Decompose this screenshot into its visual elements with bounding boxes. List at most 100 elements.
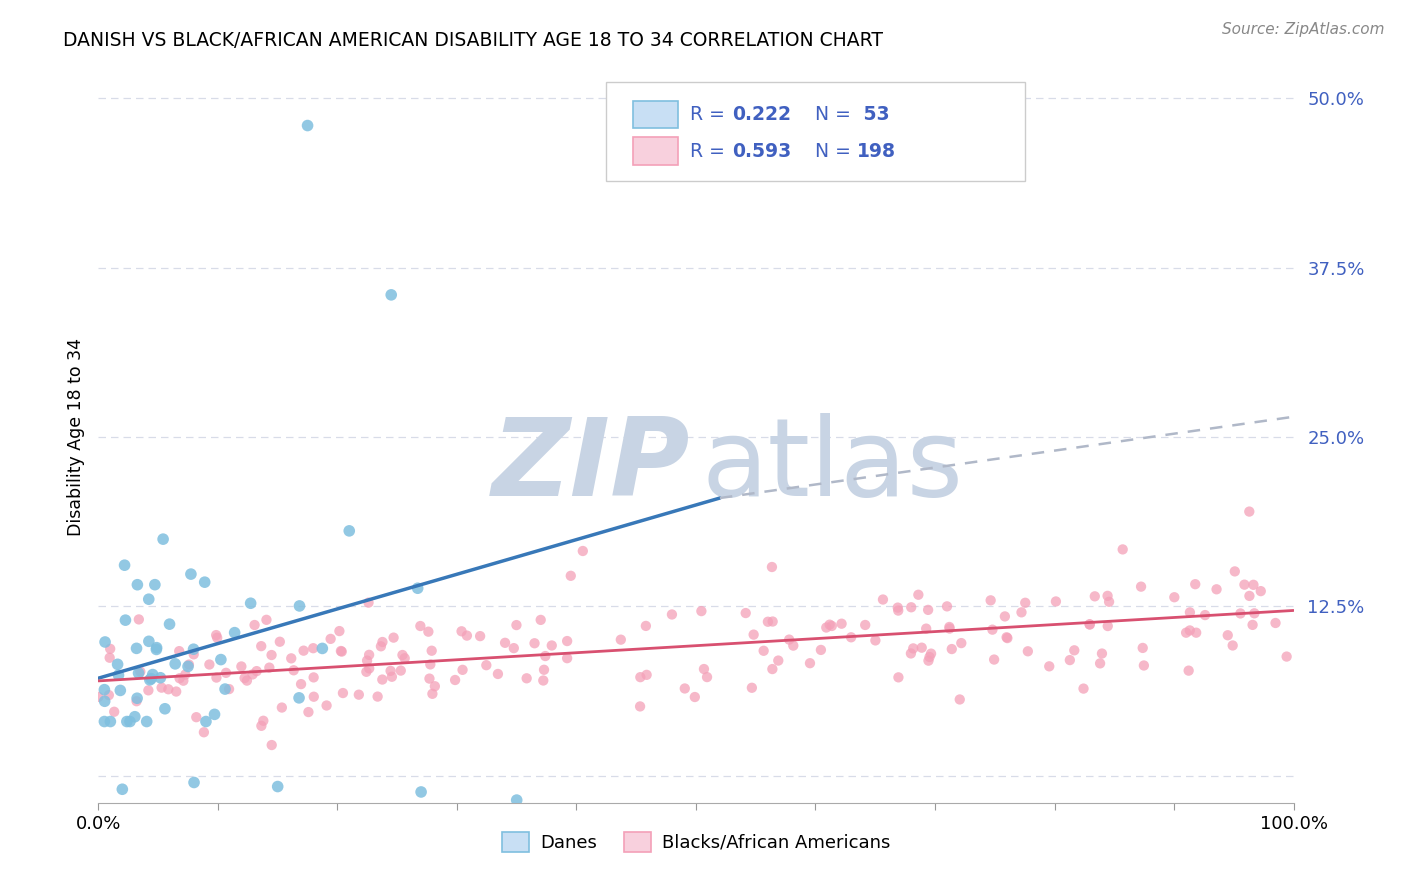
Point xyxy=(1112,542,1135,557)
Point xyxy=(693,662,716,676)
Point xyxy=(93,714,115,729)
Point xyxy=(782,639,804,653)
Point xyxy=(371,673,394,687)
Point xyxy=(94,635,117,649)
Point xyxy=(260,648,283,662)
Point xyxy=(752,644,775,658)
Point xyxy=(994,609,1017,624)
Point xyxy=(917,654,939,668)
Point xyxy=(531,673,554,688)
Point xyxy=(236,673,259,688)
Point xyxy=(145,642,167,657)
Point xyxy=(1078,617,1101,632)
Point xyxy=(138,683,160,698)
Point xyxy=(1084,590,1107,604)
Point xyxy=(949,692,972,706)
Point xyxy=(918,650,941,665)
Point xyxy=(183,648,205,662)
Text: R =: R = xyxy=(690,142,731,161)
Text: 53: 53 xyxy=(858,105,890,124)
Point xyxy=(205,671,228,685)
Point xyxy=(97,688,120,702)
Point xyxy=(423,679,446,693)
Point xyxy=(152,532,174,546)
Point xyxy=(218,682,240,697)
Point xyxy=(887,600,910,615)
Point xyxy=(394,651,416,665)
Point xyxy=(209,652,232,666)
Point xyxy=(183,775,205,789)
Point xyxy=(1184,577,1206,591)
Point xyxy=(1038,659,1060,673)
Point xyxy=(270,700,292,714)
Point xyxy=(231,659,253,673)
Point xyxy=(380,288,402,302)
Point xyxy=(205,631,228,645)
Point xyxy=(128,612,150,626)
Point xyxy=(145,640,167,655)
Point xyxy=(1222,639,1244,653)
Point xyxy=(1133,658,1156,673)
Point xyxy=(839,630,862,644)
Point xyxy=(1014,596,1036,610)
Text: N =: N = xyxy=(815,142,858,161)
Point xyxy=(143,577,166,591)
Point xyxy=(1078,617,1101,632)
Point xyxy=(382,631,405,645)
Point xyxy=(696,670,718,684)
Point xyxy=(103,705,125,719)
Point xyxy=(995,630,1018,644)
Point xyxy=(1045,594,1067,608)
Point xyxy=(872,592,894,607)
Point xyxy=(224,625,246,640)
Point xyxy=(831,616,853,631)
Point xyxy=(506,793,529,807)
Point xyxy=(1017,644,1039,658)
Legend: Danes, Blacks/African Americans: Danes, Blacks/African Americans xyxy=(495,824,897,860)
Point xyxy=(243,618,266,632)
Point xyxy=(177,659,200,673)
Point xyxy=(149,671,172,685)
Point xyxy=(110,683,132,698)
Point xyxy=(444,673,467,687)
Point xyxy=(107,657,129,672)
Point xyxy=(936,599,959,614)
Point xyxy=(628,699,651,714)
Point xyxy=(1011,605,1033,619)
Point xyxy=(411,785,433,799)
Point xyxy=(494,636,516,650)
Point xyxy=(371,635,394,649)
Point xyxy=(1097,589,1119,603)
Point xyxy=(246,664,269,678)
Point xyxy=(167,644,190,658)
Point xyxy=(165,684,187,698)
Point xyxy=(183,642,205,657)
Point xyxy=(280,651,302,665)
Point xyxy=(853,618,876,632)
Point xyxy=(337,524,360,538)
Point xyxy=(900,647,922,661)
Point xyxy=(250,639,273,653)
Point xyxy=(165,657,187,671)
Point xyxy=(356,654,378,668)
Text: R =: R = xyxy=(690,105,731,124)
Point xyxy=(292,643,315,657)
Point xyxy=(468,629,491,643)
Point xyxy=(815,621,838,635)
Point xyxy=(778,632,800,647)
Point xyxy=(661,607,683,622)
Point xyxy=(239,596,262,610)
Point xyxy=(391,648,413,662)
Point xyxy=(114,558,136,573)
Point xyxy=(741,681,763,695)
Point xyxy=(186,710,208,724)
Point xyxy=(1275,649,1298,664)
FancyBboxPatch shape xyxy=(606,82,1025,181)
Point xyxy=(451,663,474,677)
Point xyxy=(742,627,765,641)
Text: N =: N = xyxy=(815,105,858,124)
Point xyxy=(903,641,925,656)
Point xyxy=(159,617,181,632)
Point xyxy=(911,640,934,655)
Point xyxy=(475,658,498,673)
